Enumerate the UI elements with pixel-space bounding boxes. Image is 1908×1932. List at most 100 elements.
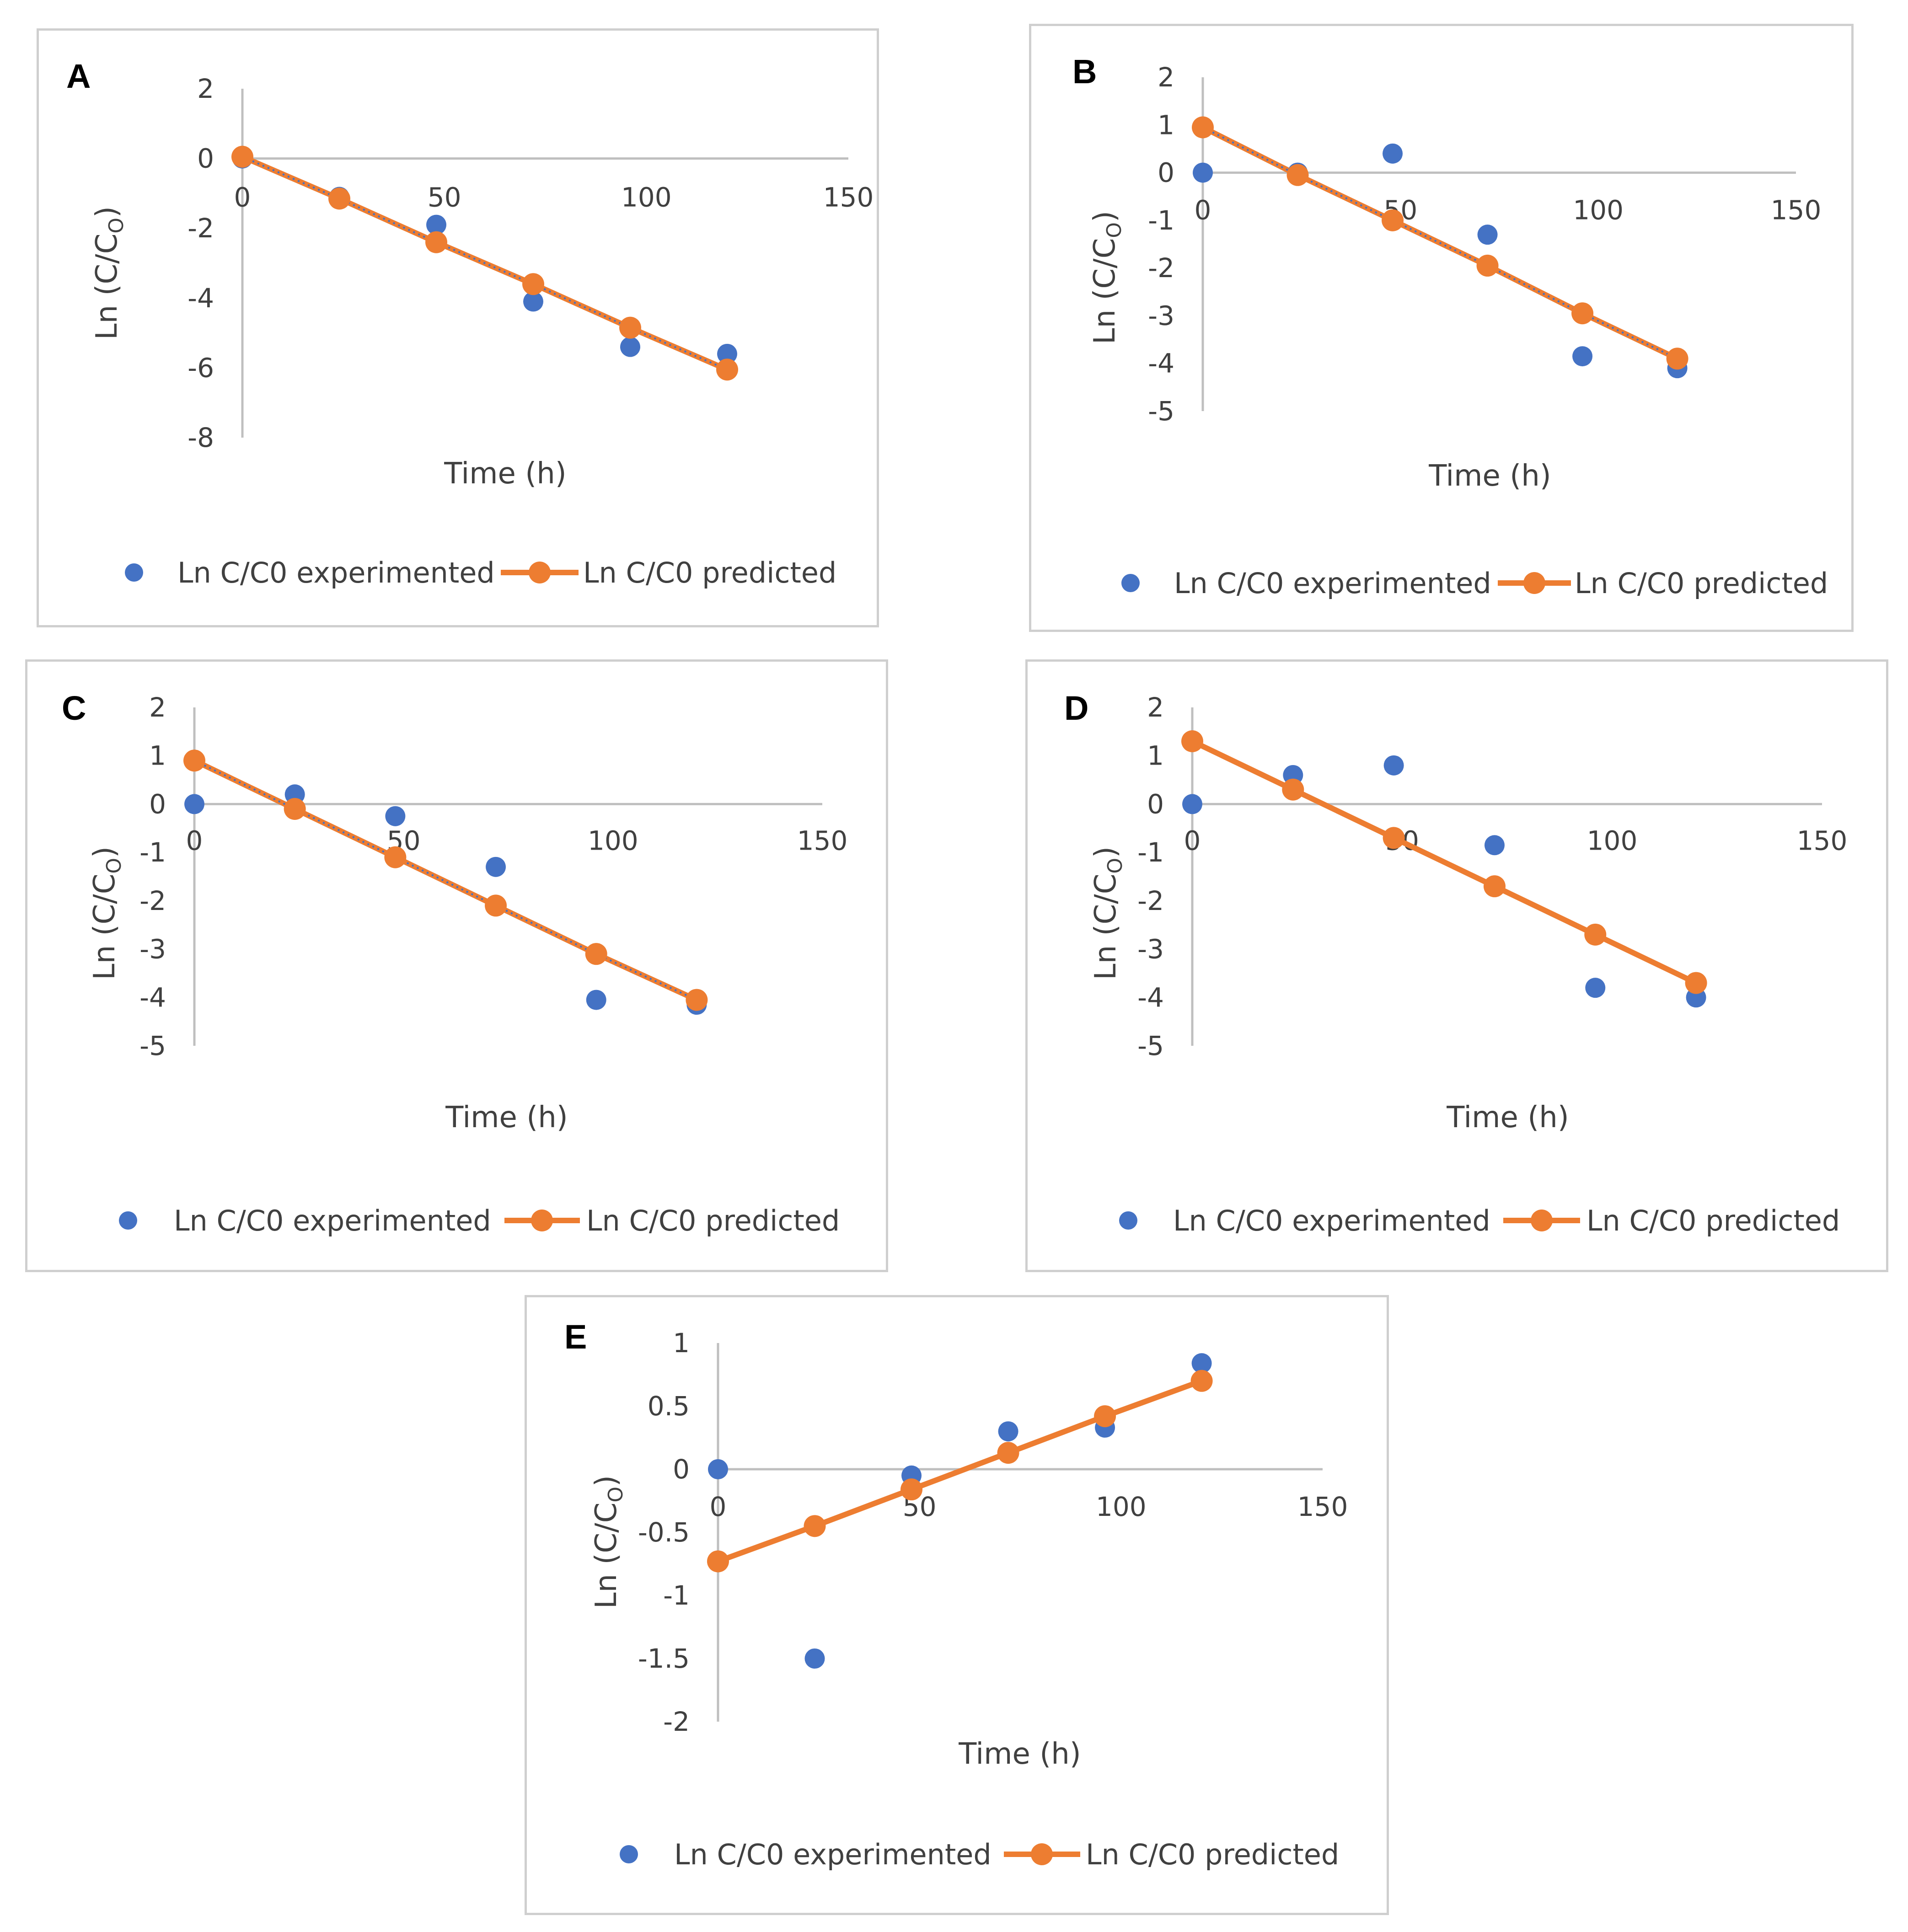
predicted-point bbox=[1383, 827, 1405, 849]
chart-c: C Ln (C/CO) Time (h) 0 50 100 150 2 1 0 … bbox=[62, 689, 848, 1237]
y-tick-label: -2 bbox=[139, 885, 166, 916]
y-tick-label: 1 bbox=[673, 1327, 690, 1359]
legend-label-experimented: Ln C/C0 experimented bbox=[174, 1204, 491, 1237]
trend-dotted-line bbox=[1202, 126, 1678, 360]
predicted-point bbox=[1584, 923, 1607, 946]
x-tick-label: 0 bbox=[1195, 195, 1211, 226]
y-tick-label: -1 bbox=[1137, 837, 1164, 868]
legend-marker-predicted bbox=[531, 1210, 553, 1231]
experimented-point bbox=[620, 337, 640, 357]
x-tick-label: 150 bbox=[1771, 195, 1822, 226]
x-tick-label: 100 bbox=[1587, 825, 1638, 856]
y-tick-label: -2 bbox=[663, 1706, 690, 1737]
y-tick-label: -0.5 bbox=[638, 1517, 690, 1548]
y-tick-label: -2 bbox=[188, 213, 214, 244]
experimented-point bbox=[717, 343, 737, 364]
legend-label-predicted: Ln C/C0 predicted bbox=[583, 556, 836, 589]
predicted-point bbox=[804, 1515, 826, 1537]
predicted-point bbox=[231, 145, 253, 168]
chart-e: E Ln (C/CO) Time (h) 0 50 100 150 1 0.5 … bbox=[564, 1318, 1348, 1871]
legend: Ln C/C0 experimented Ln C/C0 predicted bbox=[1121, 567, 1828, 600]
x-tick-label: 150 bbox=[797, 825, 848, 856]
predicted-point bbox=[1286, 164, 1309, 186]
y-tick-label: -2 bbox=[1137, 885, 1164, 916]
plot-marks bbox=[1181, 730, 1707, 1008]
predicted-point bbox=[1382, 209, 1404, 231]
legend-marker-predicted bbox=[1531, 1210, 1553, 1231]
panel-label: B bbox=[1072, 53, 1097, 91]
panel-label: A bbox=[66, 57, 91, 95]
panel-a: A Ln (C/CO) Time (h) 0 50 100 150 2 0 -2… bbox=[37, 28, 879, 627]
legend-label-predicted: Ln C/C0 predicted bbox=[586, 1204, 840, 1237]
x-tick-label: 150 bbox=[1797, 825, 1848, 856]
legend-label-experimented: Ln C/C0 experimented bbox=[1173, 1204, 1490, 1237]
predicted-line bbox=[193, 758, 698, 1003]
panel-b: B Ln (C/CO) Time (h) 0 50 100 150 2 1 0 … bbox=[1029, 24, 1854, 632]
y-tick-labels: 1 0.5 0 -0.5 -1 -1.5 -2 bbox=[638, 1327, 690, 1737]
x-tick-label: 150 bbox=[823, 182, 874, 213]
legend-label-predicted: Ln C/C0 predicted bbox=[1586, 1204, 1840, 1237]
x-tick-labels: 0 50 100 150 bbox=[710, 1491, 1348, 1522]
y-tick-label: -2 bbox=[1148, 252, 1174, 284]
plot-marks bbox=[707, 1353, 1213, 1669]
y-tick-label: 0.5 bbox=[648, 1391, 690, 1422]
experimented-point bbox=[1383, 755, 1404, 776]
y-tick-label: 2 bbox=[197, 73, 214, 104]
experimented-point bbox=[523, 291, 543, 312]
y-tick-label: 0 bbox=[149, 788, 166, 819]
legend-marker-experimented bbox=[1121, 574, 1140, 592]
y-tick-label: -5 bbox=[1137, 1030, 1164, 1061]
y-tick-label: -3 bbox=[1137, 934, 1164, 965]
panel-label: C bbox=[62, 689, 86, 727]
predicted-point bbox=[384, 846, 407, 868]
predicted-point bbox=[425, 231, 447, 253]
predicted-point bbox=[183, 749, 205, 772]
predicted-point bbox=[1666, 348, 1688, 370]
legend-marker-experimented bbox=[620, 1845, 638, 1863]
predicted-point bbox=[522, 273, 544, 295]
predicted-point bbox=[328, 187, 350, 210]
x-tick-labels: 0 50 100 150 bbox=[186, 825, 848, 856]
experimented-point bbox=[1193, 162, 1213, 183]
predicted-point bbox=[707, 1550, 729, 1573]
y-tick-label: 0 bbox=[673, 1454, 690, 1485]
panel-d: D Ln (C/CO) Time (h) 0 50 100 150 2 1 0 … bbox=[1025, 659, 1888, 1272]
y-tick-label: -6 bbox=[188, 352, 214, 383]
x-tick-label: 0 bbox=[710, 1491, 727, 1522]
plot-marks bbox=[1192, 116, 1688, 379]
y-tick-label: -4 bbox=[139, 982, 166, 1013]
predicted-point bbox=[1282, 778, 1304, 801]
chart-a: A Ln (C/CO) Time (h) 0 50 100 150 2 0 -2… bbox=[66, 57, 874, 589]
legend-marker-experimented bbox=[1119, 1211, 1137, 1230]
legend-marker-experimented bbox=[125, 563, 143, 582]
y-tick-label: 0 bbox=[1147, 788, 1164, 819]
legend: Ln C/C0 experimented Ln C/C0 predicted bbox=[125, 556, 836, 589]
y-tick-labels: 2 1 0 -1 -2 -3 -4 -5 bbox=[1148, 62, 1174, 427]
predicted-point bbox=[686, 989, 708, 1011]
y-tick-label: -1 bbox=[139, 837, 166, 868]
y-axis-label: Ln (C/CO) bbox=[90, 206, 128, 340]
x-tick-labels: 0 50 100 150 bbox=[234, 182, 874, 213]
x-axis-label: Time (h) bbox=[958, 1737, 1081, 1771]
x-tick-label: 100 bbox=[621, 182, 672, 213]
predicted-point bbox=[1685, 972, 1707, 994]
y-tick-label: -4 bbox=[1148, 348, 1174, 379]
x-tick-label: 100 bbox=[1096, 1491, 1147, 1522]
experimented-point bbox=[1572, 346, 1593, 367]
y-tick-label: 2 bbox=[1158, 62, 1174, 93]
trend-dotted-line bbox=[242, 155, 728, 371]
y-tick-label: -8 bbox=[188, 422, 214, 453]
y-tick-label: 1 bbox=[1158, 109, 1174, 140]
y-tick-label: -1.5 bbox=[638, 1643, 690, 1674]
legend-label-experimented: Ln C/C0 experimented bbox=[177, 556, 495, 589]
legend-marker-predicted bbox=[1523, 572, 1545, 594]
y-axis-label: Ln (C/CO) bbox=[88, 846, 126, 980]
experimented-point bbox=[184, 794, 204, 814]
experimented-point bbox=[1477, 225, 1498, 245]
x-tick-labels: 0 50 100 150 bbox=[1184, 825, 1848, 856]
y-tick-label: -5 bbox=[139, 1030, 166, 1061]
legend: Ln C/C0 experimented Ln C/C0 predicted bbox=[1119, 1204, 1840, 1237]
experimented-point bbox=[708, 1459, 728, 1479]
y-tick-labels: 2 1 0 -1 -2 -3 -4 -5 bbox=[139, 692, 166, 1061]
x-tick-labels: 0 50 100 150 bbox=[1195, 195, 1822, 226]
